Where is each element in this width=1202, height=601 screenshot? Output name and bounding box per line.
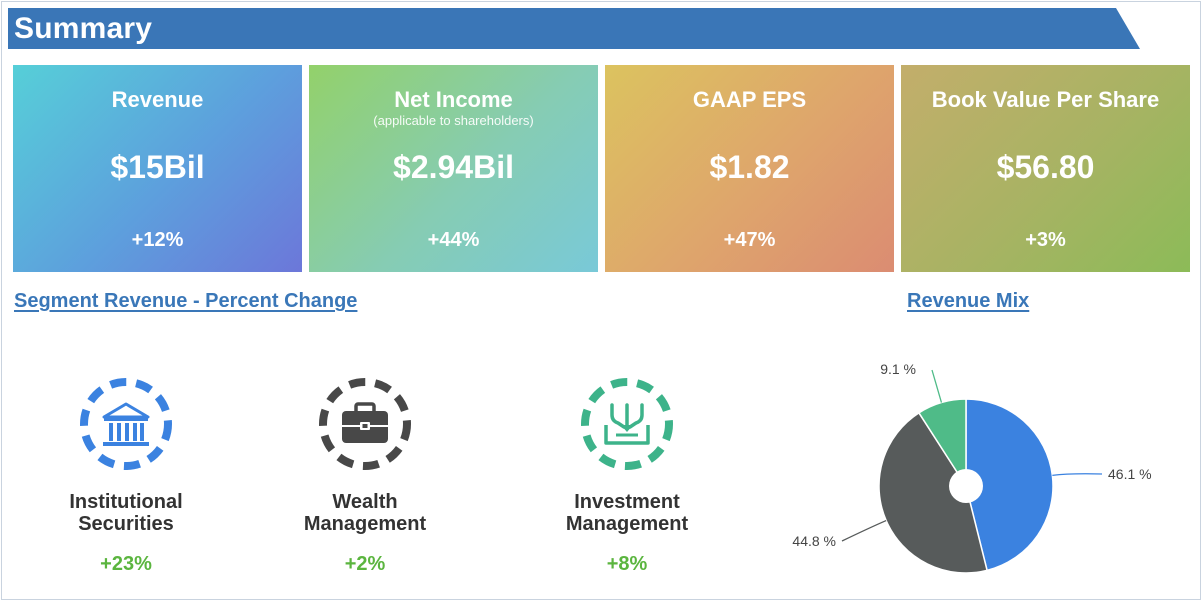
pie-data-label-0: 46.1 % (1108, 466, 1152, 482)
segment-label: Investment Management (565, 491, 689, 535)
banner-arrow-shape (8, 8, 1140, 49)
pie-leader-line-2 (931, 369, 943, 403)
segment-wealth-management: Wealth Management +2% (255, 375, 475, 576)
segment-revenue-link[interactable]: Segment Revenue - Percent Change (14, 290, 358, 312)
kpi-value: $1.82 (709, 149, 790, 185)
pie-center-hole (949, 469, 983, 503)
segment-change: +8% (606, 553, 648, 575)
segment-investment-management: Investment Management +8% (517, 375, 737, 576)
kpi-change: +12% (131, 229, 184, 251)
kpi-change: +44% (427, 229, 480, 251)
inbox-arrows-icon (581, 378, 673, 470)
kpi-card-gaap-eps: GAAP EPS $1.82 +47% (605, 65, 894, 272)
segment-change: +2% (344, 553, 386, 575)
pie-leader-line-1 (841, 519, 887, 542)
bank-icon (80, 378, 172, 470)
kpi-change: +47% (723, 229, 776, 251)
pie-data-label-1: 44.8 % (792, 533, 836, 549)
segment-label: Wealth Management (303, 491, 427, 535)
kpi-card-book-value-per-share: Book Value Per Share $56.80 +3% (901, 65, 1190, 272)
pie-leader-line-0 (1052, 473, 1103, 477)
kpi-card-revenue: Revenue $15Bil +12% (13, 65, 302, 272)
kpi-change: +3% (1025, 229, 1066, 251)
kpi-title: GAAP EPS (692, 87, 807, 112)
kpi-subtitle: (applicable to shareholders) (373, 113, 534, 128)
kpi-title: Book Value Per Share (931, 87, 1160, 112)
pie-slice-2 (917, 398, 967, 489)
segment-label: Institutional Securities (69, 491, 183, 535)
segment-institutional-securities: Institutional Securities +23% (16, 375, 236, 576)
segment-change: +23% (100, 553, 152, 575)
pie-data-label-2: 9.1 % (880, 361, 916, 377)
kpi-value: $15Bil (110, 149, 205, 185)
briefcase-icon (319, 378, 411, 470)
kpi-card-net-income: Net Income (applicable to shareholders) … (309, 65, 598, 272)
kpi-value: $56.80 (996, 149, 1095, 185)
revenue-mix-pie: 46.1 % 44.8 % 9.1 % (792, 361, 1152, 574)
summary-banner: Summary (8, 8, 1140, 49)
kpi-title: Revenue (111, 87, 204, 112)
kpi-value: $2.94Bil (393, 149, 514, 185)
kpi-title: Net Income (394, 87, 513, 112)
pie-slice-0 (965, 398, 1054, 572)
revenue-mix-chart: 46.1 % 44.8 % 9.1 % (770, 350, 1190, 600)
page-title: Summary (14, 12, 153, 45)
revenue-mix-link[interactable]: Revenue Mix (907, 290, 1030, 312)
